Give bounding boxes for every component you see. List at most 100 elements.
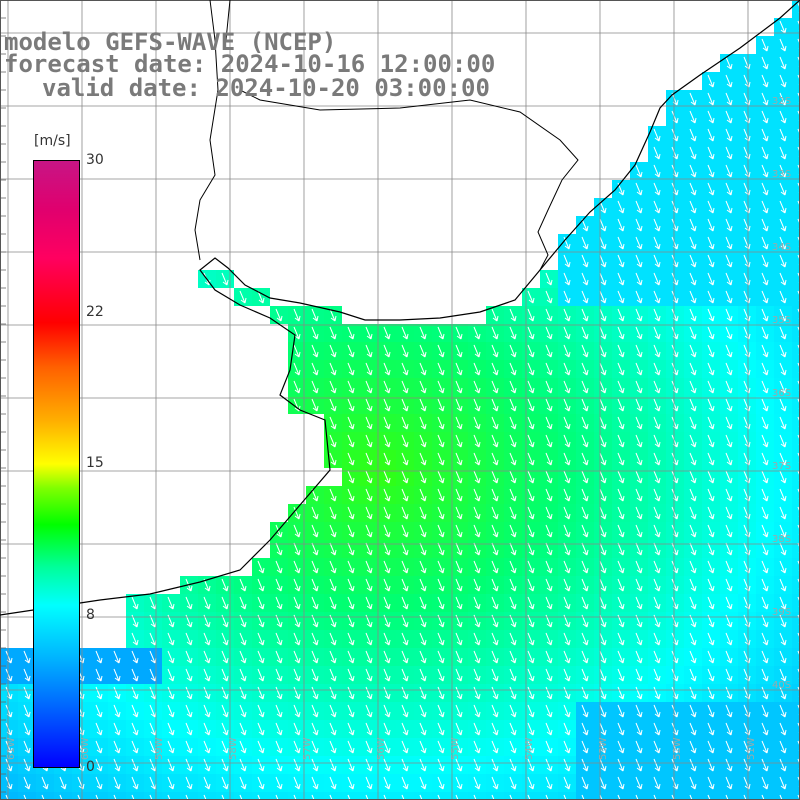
wind-vector-arrow (635, 164, 643, 178)
wind-vector-arrow (707, 92, 715, 106)
wind-vector-arrow (599, 218, 607, 232)
wind-vector-arrow (599, 722, 607, 736)
wind-vector-arrow (527, 650, 535, 664)
wind-vector-arrow (59, 794, 63, 800)
wind-vector-arrow (761, 650, 769, 664)
wind-vector-arrow (599, 650, 607, 664)
wind-vector-arrow (311, 758, 319, 772)
wind-vector-arrow (545, 434, 553, 448)
wind-vector-arrow (347, 758, 355, 772)
wind-speed-cell (792, 594, 800, 612)
wind-vector-arrow (779, 380, 787, 394)
wind-vector-arrow (527, 344, 535, 358)
wind-vector-arrow (707, 74, 715, 88)
wind-vector-arrow (437, 776, 445, 790)
wind-vector-arrow (491, 506, 499, 520)
wind-vector-arrow (347, 524, 355, 538)
wind-vector-arrow (779, 92, 787, 106)
wind-speed-cell (36, 792, 54, 800)
wind-vector-arrow (203, 596, 211, 610)
wind-vector-arrow (293, 758, 301, 772)
wind-vector-arrow (617, 524, 625, 538)
wind-vector-arrow (725, 308, 733, 322)
wind-vector-arrow (185, 650, 193, 664)
wind-vector-arrow (725, 452, 733, 466)
wind-vector-arrow (563, 344, 571, 358)
wind-vector-arrow (761, 488, 769, 502)
wind-vector-arrow (617, 704, 625, 718)
wind-vector-arrow (437, 758, 445, 772)
wind-vector-arrow (383, 470, 391, 484)
wind-vector-arrow (653, 272, 661, 286)
wind-speed-cell (396, 792, 414, 800)
wind-vector-arrow (527, 578, 535, 592)
wind-vector-arrow (527, 632, 535, 646)
wind-vector-arrow (455, 758, 463, 772)
wind-vector-arrow (617, 560, 625, 574)
wind-vector-arrow (761, 686, 769, 700)
wind-vector-arrow (473, 380, 481, 394)
wind-vector-arrow (23, 740, 31, 754)
wind-vector-arrow (689, 578, 697, 592)
wind-vector-arrow (563, 398, 571, 412)
wind-vector-arrow (653, 452, 661, 466)
wind-vector-arrow (617, 380, 625, 394)
wind-vector-arrow (707, 434, 715, 448)
wind-vector-arrow (131, 686, 139, 700)
wind-vector-arrow (365, 488, 373, 502)
wind-vector-arrow (527, 452, 535, 466)
wind-vector-arrow (779, 308, 787, 322)
longitude-label: 60W (80, 737, 91, 760)
wind-vector-arrow (329, 560, 337, 574)
wind-vector-arrow (725, 110, 733, 124)
wind-vector-arrow (167, 668, 175, 682)
wind-vector-arrow (401, 326, 409, 340)
wind-vector-arrow (509, 488, 517, 502)
wind-vector-arrow (23, 758, 31, 772)
wind-vector-arrow (761, 272, 769, 286)
wind-vector-arrow (419, 524, 427, 538)
wind-vector-arrow (725, 506, 733, 520)
wind-vector-arrow (653, 416, 661, 430)
wind-vector-arrow (203, 758, 211, 772)
wind-vector-arrow (293, 524, 301, 538)
wind-vector-arrow (221, 650, 229, 664)
wind-vector-arrow (293, 578, 301, 592)
wind-vector-arrow (437, 524, 445, 538)
wind-vector-arrow (563, 326, 571, 340)
longitude-label: 57W (302, 737, 313, 760)
wind-speed-cell (522, 792, 540, 800)
wind-vector-arrow (761, 722, 769, 736)
wind-vector-arrow (293, 794, 297, 800)
wind-vector-arrow (725, 632, 733, 646)
wind-vector-arrow (635, 200, 643, 214)
wind-vector-arrow (203, 794, 207, 800)
wind-vector-arrow (329, 434, 337, 448)
wind-vector-arrow (653, 218, 661, 232)
wind-vector-arrow (347, 398, 355, 412)
wind-speed-cell (450, 792, 468, 800)
wind-vector-arrow (293, 344, 301, 358)
wind-vector-arrow (689, 308, 697, 322)
wind-vector-arrow (725, 722, 733, 736)
wind-vector-arrow (707, 722, 715, 736)
wind-vector-arrow (779, 542, 787, 556)
wind-vector-arrow (761, 164, 769, 178)
wind-vector-arrow (437, 794, 441, 800)
wind-vector-arrow (725, 794, 729, 800)
wind-vector-arrow (635, 416, 643, 430)
wind-vector-arrow (725, 704, 733, 718)
wind-vector-arrow (527, 722, 535, 736)
wind-vector-arrow (491, 524, 499, 538)
wind-vector-arrow (239, 740, 247, 754)
wind-vector-arrow (617, 686, 625, 700)
wind-vector-arrow (581, 704, 589, 718)
wind-vector-arrow (689, 542, 697, 556)
wind-vector-arrow (617, 596, 625, 610)
wind-vector-arrow (725, 56, 733, 70)
wind-vector-arrow (617, 290, 625, 304)
title-valid-date: valid date: 2024-10-20 03:00:00 (42, 74, 490, 102)
wind-speed-cell (792, 612, 800, 630)
wind-vector-arrow (437, 344, 445, 358)
wind-vector-arrow (761, 596, 769, 610)
